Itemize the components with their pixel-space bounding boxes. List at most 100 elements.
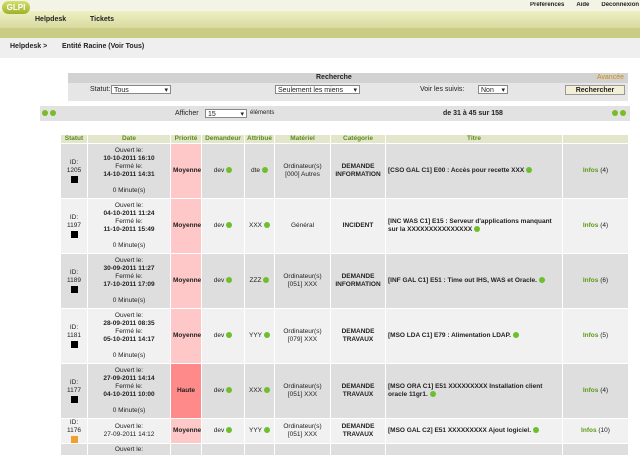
show-label: Afficher (175, 110, 199, 117)
infos-link[interactable]: Infos (582, 387, 599, 394)
menu-item[interactable]: Tickets (90, 16, 114, 23)
status-icon (70, 231, 78, 238)
breadcrumb: Helpdesk > Entité Racine (Voir Tous) (0, 38, 640, 58)
status-cell (60, 443, 88, 456)
ticket-id: 1176 (67, 427, 81, 434)
crumb-link[interactable]: Helpdesk > (10, 43, 48, 50)
opened-date: 30-09-2011 11:27 (103, 265, 155, 272)
category: DEMANDE INFORMATION (335, 273, 381, 288)
column-header[interactable]: Priorité (170, 134, 202, 144)
category: DEMANDE TRAVAUX (341, 383, 375, 398)
status-select[interactable]: Tous (111, 85, 171, 95)
ticket-row: ID: 1176 Ouvert le: 27-09-2011 14:12 Moyenne… (60, 418, 629, 444)
mine-select[interactable]: Seulement les miens (275, 85, 360, 95)
date-cell: Ouvert le: 27-09-2011 14:12 (87, 418, 171, 444)
followups-select[interactable]: Non (478, 85, 508, 95)
requester-cell: dev (201, 308, 245, 364)
closed-date: 04-10-2011 10:00 (103, 391, 155, 398)
priority-cell: Moyenne (170, 418, 202, 444)
opened-label: Ouvert le: (114, 202, 144, 209)
priority: Haute (176, 387, 196, 394)
ticket-title[interactable]: [MSO ORA C1] E51 XXXXXXXXX Installation … (388, 383, 543, 398)
priority-cell: Moyenne (170, 143, 202, 199)
column-header[interactable]: Statut (60, 134, 88, 144)
status-icon (70, 341, 78, 348)
check-icon (262, 167, 269, 174)
crumb-current[interactable]: Entité Racine (Voir Tous) (62, 43, 145, 50)
link[interactable]: Préférences (530, 2, 565, 8)
infos-link[interactable]: Infos (582, 222, 599, 229)
menu-bar: Helpdesk Tickets (0, 11, 640, 28)
link[interactable]: Aide (576, 2, 590, 8)
assigned-cell: ZZZ (244, 253, 275, 309)
material-cell: Général (274, 198, 331, 254)
date-cell: Ouvert le: 30-09-2011 11:27 Fermé le: 17-10… (87, 253, 171, 309)
duration: 0 Minute(s) (112, 407, 146, 414)
infos-cell: Infos (4) (562, 143, 629, 199)
link[interactable]: Déconnexion (601, 2, 640, 8)
infos-cell: Infos (4) (562, 363, 629, 419)
column-header[interactable]: Attribué (244, 134, 275, 144)
requester: dev (213, 427, 225, 434)
material-item: [051] XXX (287, 281, 318, 288)
column-header[interactable]: Catégorie (330, 134, 386, 144)
check-icon (226, 332, 233, 339)
infos-link[interactable]: Infos (582, 332, 599, 339)
material-cell: Ordinateur(s) [051] XXX (274, 363, 331, 419)
check-icon (264, 427, 270, 434)
duration: 0 Minute(s) (112, 187, 146, 194)
search-button[interactable]: Rechercher (565, 85, 625, 95)
check-icon (226, 167, 233, 174)
assigned: ZZZ (249, 277, 262, 284)
category-cell: DEMANDE INFORMATION (330, 253, 386, 309)
menu-item[interactable]: Helpdesk (35, 16, 67, 23)
title-cell: [MSO GAL C2] E51 XXXXXXXXX Ajout logicie… (385, 418, 563, 444)
logo[interactable]: GLPI (2, 1, 30, 14)
column-header[interactable]: Titre (385, 134, 563, 144)
column-header (562, 134, 629, 144)
requester-cell: dev (201, 363, 245, 419)
ticket-title[interactable]: [MSO GAL C2] E51 XXXXXXXXX Ajout logicie… (388, 427, 532, 434)
column-header[interactable]: Demandeur (201, 134, 245, 144)
infos-link[interactable]: Infos (582, 167, 599, 174)
requester: dev (213, 332, 225, 339)
status-icon (70, 286, 78, 293)
column-header[interactable]: Date (87, 134, 171, 144)
title-cell: [CSO GAL C1] E00 : Accès pour recette XX… (385, 143, 563, 199)
priority-cell: Haute (170, 363, 202, 419)
infos-link[interactable]: Infos (581, 427, 597, 434)
category: DEMANDE INFORMATION (335, 163, 381, 178)
infos-count: (4) (600, 387, 609, 394)
ticket-title[interactable]: [INC WAS C1] E15 : Serveur d'application… (388, 218, 552, 233)
assigned-cell: YYY (244, 418, 275, 444)
status-cell: ID: 1197 (60, 198, 88, 254)
priority-cell: Moyenne (170, 253, 202, 309)
title-cell: [INC WAS C1] E15 : Serveur d'application… (385, 198, 563, 254)
prev-arrow[interactable] (50, 110, 56, 116)
material-item: [051] XXX (287, 391, 318, 398)
closed-label: Fermé le: (115, 383, 143, 390)
ticket-row: ID: 1181 Ouvert le: 28-09-2011 08:35 Fermé l… (60, 308, 629, 364)
spacer (90, 234, 168, 242)
first-arrow[interactable] (42, 110, 48, 116)
material-item: [051] XXX (287, 431, 318, 438)
infos-link[interactable]: Infos (582, 277, 599, 284)
ticket-title[interactable]: [MSO LDA C1] E79 : Alimentation LDAP. (388, 332, 511, 339)
last-arrow[interactable] (620, 110, 626, 116)
status-icon (70, 396, 78, 403)
followups-label: Voir les suivis: (420, 86, 465, 93)
show-select[interactable]: 15 (205, 109, 247, 119)
check-icon (526, 167, 533, 174)
duration: 0 Minute(s) (112, 297, 146, 304)
check-icon (512, 332, 519, 339)
status-label: Statut: (90, 86, 111, 93)
opened-label: Ouvert le: (114, 312, 144, 319)
closed-label: Fermé le: (115, 273, 143, 280)
priority: Moyenne (173, 222, 202, 229)
ticket-title[interactable]: [INF GAL C1] E51 : Time out IHS, WAS et … (388, 277, 537, 284)
advanced-link[interactable]: Avancée (596, 74, 624, 81)
ticket-title[interactable]: [CSO GAL C1] E00 : Accès pour recette XX… (388, 167, 525, 174)
column-header[interactable]: Matériel (274, 134, 331, 144)
infos-cell: Infos (6) (562, 253, 629, 309)
next-arrow[interactable] (612, 110, 618, 116)
